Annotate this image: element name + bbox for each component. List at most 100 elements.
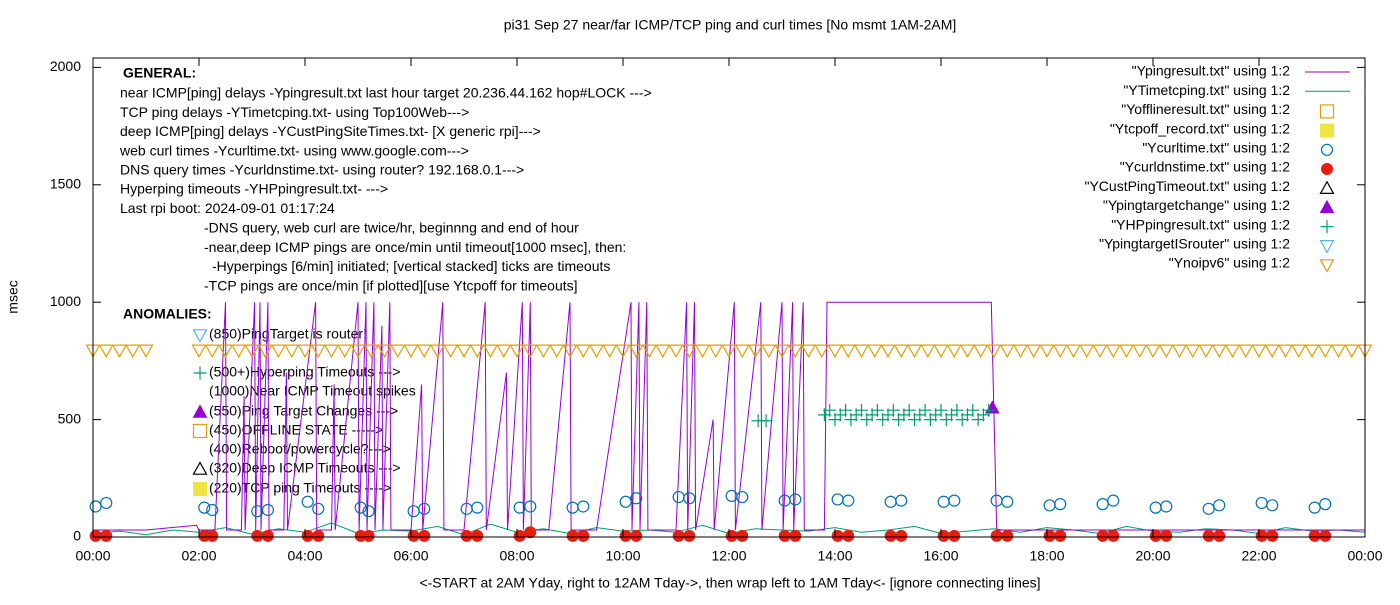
- marker: [966, 403, 980, 417]
- marker: [390, 344, 406, 359]
- marker: [1039, 344, 1055, 359]
- marker: [403, 344, 419, 359]
- marker: [1277, 344, 1294, 359]
- marker: [1202, 529, 1215, 542]
- marker: [244, 344, 260, 359]
- marker: [1320, 143, 1334, 156]
- marker: [985, 400, 1000, 414]
- marker: [823, 403, 837, 417]
- x-axis-label: <-START at 2AM Yday, right to 12AM Tday-…: [419, 575, 1040, 591]
- marker: [284, 344, 300, 359]
- marker: [884, 495, 897, 508]
- y-tick-label: 1500: [50, 175, 81, 191]
- marker: [990, 494, 1003, 507]
- annotation: deep ICMP[ping] delays -YCustPingSiteTim…: [120, 123, 541, 139]
- annotation: (1000)Near ICMP Timeout spikes: [209, 383, 416, 399]
- marker: [853, 344, 870, 359]
- marker: [1107, 529, 1120, 542]
- marker: [1319, 529, 1332, 542]
- marker: [513, 529, 526, 542]
- annotation: near ICMP[ping] delays -Ypingresult.txt …: [120, 85, 652, 101]
- marker: [1149, 529, 1162, 542]
- marker: [895, 529, 908, 542]
- x-tick-label: 10:00: [605, 548, 640, 564]
- marker: [206, 503, 219, 517]
- marker: [1096, 529, 1109, 542]
- annotation: TCP ping delays -YTimetcping.txt- using …: [120, 104, 469, 120]
- marker: [761, 344, 777, 359]
- marker: [1319, 259, 1335, 273]
- marker: [98, 344, 114, 359]
- marker: [193, 482, 207, 496]
- marker: [1001, 495, 1014, 508]
- marker: [884, 529, 897, 542]
- marker: [1319, 180, 1335, 194]
- annotation: DNS query times -Ycurldnstime.txt- using…: [120, 162, 524, 178]
- marker: [460, 529, 473, 542]
- marker: [831, 529, 844, 542]
- x-tick-label: 22:00: [1241, 548, 1276, 564]
- marker: [1107, 494, 1120, 507]
- marker: [937, 529, 950, 542]
- marker: [999, 344, 1015, 359]
- marker: [562, 344, 578, 359]
- marker: [217, 344, 234, 359]
- marker: [918, 403, 932, 417]
- marker: [524, 500, 537, 513]
- marker: [191, 344, 207, 359]
- marker: [301, 495, 314, 508]
- marker: [1213, 499, 1226, 512]
- marker: [575, 344, 591, 359]
- marker: [759, 414, 773, 428]
- marker: [893, 344, 909, 359]
- y-axis-label: msec: [5, 280, 21, 313]
- marker: [1198, 344, 1214, 359]
- marker: [774, 344, 790, 359]
- marker: [789, 529, 802, 542]
- marker: [297, 344, 313, 359]
- marker: [721, 344, 737, 359]
- marker: [1224, 344, 1241, 359]
- marker: [192, 404, 208, 418]
- x-tick-label: 14:00: [817, 548, 852, 564]
- marker: [1211, 344, 1227, 359]
- marker: [1065, 344, 1082, 359]
- marker: [747, 344, 764, 359]
- marker: [1319, 104, 1335, 119]
- marker: [672, 490, 685, 504]
- legend-label: "Ypingresult.txt" using 1:2: [1132, 63, 1291, 79]
- marker: [257, 344, 273, 359]
- marker: [1160, 529, 1173, 542]
- marker: [1052, 344, 1068, 359]
- marker: [350, 344, 366, 359]
- annotation: -near,deep ICMP pings are once/min until…: [204, 239, 626, 255]
- marker: [1096, 498, 1109, 511]
- marker: [831, 493, 844, 506]
- marker: [1171, 344, 1188, 359]
- annotation: (400)Reboot/powercycle?--->: [209, 441, 391, 457]
- marker: [973, 344, 989, 359]
- legend-label: "YHPpingresult.txt" using 1:2: [1111, 216, 1290, 232]
- marker: [1092, 344, 1108, 359]
- annotation: Hyperping timeouts -YHPpingresult.txt- -…: [120, 181, 388, 197]
- y-tick-label: 1000: [50, 293, 81, 309]
- marker: [354, 501, 367, 514]
- marker: [842, 494, 855, 507]
- marker: [814, 344, 830, 359]
- marker: [301, 529, 314, 542]
- marker: [310, 344, 326, 359]
- marker: [192, 329, 208, 343]
- legend-label: "Ypingtargetchange" using 1:2: [1103, 197, 1290, 213]
- marker: [496, 344, 512, 359]
- marker: [471, 529, 484, 542]
- marker: [407, 505, 420, 518]
- marker: [549, 344, 565, 359]
- marker: [842, 529, 855, 542]
- marker: [840, 344, 856, 359]
- marker: [734, 344, 750, 359]
- marker: [362, 529, 375, 542]
- marker: [407, 529, 420, 542]
- marker: [619, 495, 632, 508]
- marker: [1043, 499, 1056, 512]
- marker: [946, 344, 962, 359]
